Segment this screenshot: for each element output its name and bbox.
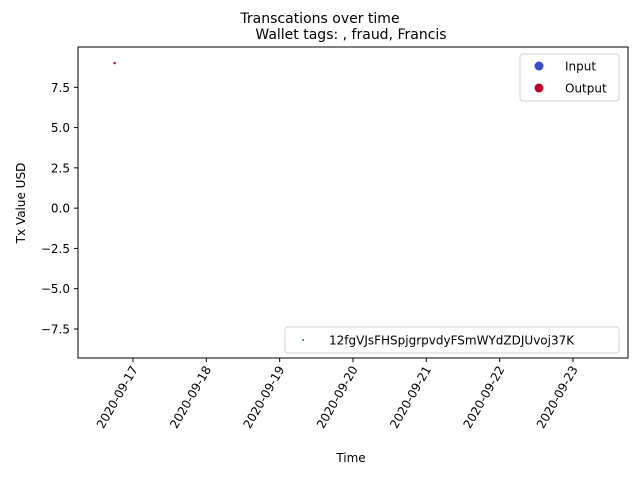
- legend-input-marker: [534, 61, 544, 71]
- x-tick-label: 2020-09-22: [460, 363, 507, 430]
- y-tick-label: 5.0: [51, 121, 70, 135]
- legend-output-label: Output: [565, 82, 607, 96]
- legend-input-label: Input: [565, 60, 596, 74]
- y-tick-label: −2.5: [41, 242, 70, 256]
- x-tick-label: 2020-09-17: [94, 364, 141, 431]
- y-axis-ticks: 7.5 5.0 2.5 0.0 −2.5 −5.0 −7.5: [41, 81, 78, 336]
- legend-wallet: 12fgVJsFHSpjgrpvdyFSmWYdZDJUvoj37K: [284, 326, 620, 354]
- legend-transaction-type: Input Output: [519, 53, 620, 102]
- y-tick-label: 0.0: [51, 202, 70, 216]
- x-tick-label: 2020-09-23: [534, 364, 581, 431]
- y-tick-label: 2.5: [51, 161, 70, 175]
- chart-title: Wallet tags: , fraud, Francis: [255, 27, 446, 43]
- y-tick-label: 7.5: [51, 81, 70, 95]
- x-tick-label: 2020-09-18: [167, 364, 214, 431]
- legend-output-marker: [534, 83, 544, 93]
- x-axis-label: Time: [335, 451, 365, 465]
- x-tick-label: 2020-09-20: [314, 364, 361, 431]
- data-point: [113, 61, 116, 65]
- x-tick-label: 2020-09-21: [387, 364, 434, 431]
- y-axis-label: Tx Value USD: [14, 163, 28, 245]
- y-tick-label: −5.0: [41, 282, 70, 296]
- y-tick-label: −7.5: [41, 322, 70, 336]
- x-tick-label: 2020-09-19: [240, 364, 287, 431]
- legend-wallet-marker: [302, 339, 304, 341]
- legend-wallet-label: 12fgVJsFHSpjgrpvdyFSmWYdZDJUvoj37K: [329, 334, 575, 348]
- data-points: [113, 61, 116, 65]
- x-axis-ticks: 2020-09-17 2020-09-18 2020-09-19 2020-09-20…: [94, 358, 581, 431]
- chart-suptitle: Transcations over time: [239, 11, 399, 27]
